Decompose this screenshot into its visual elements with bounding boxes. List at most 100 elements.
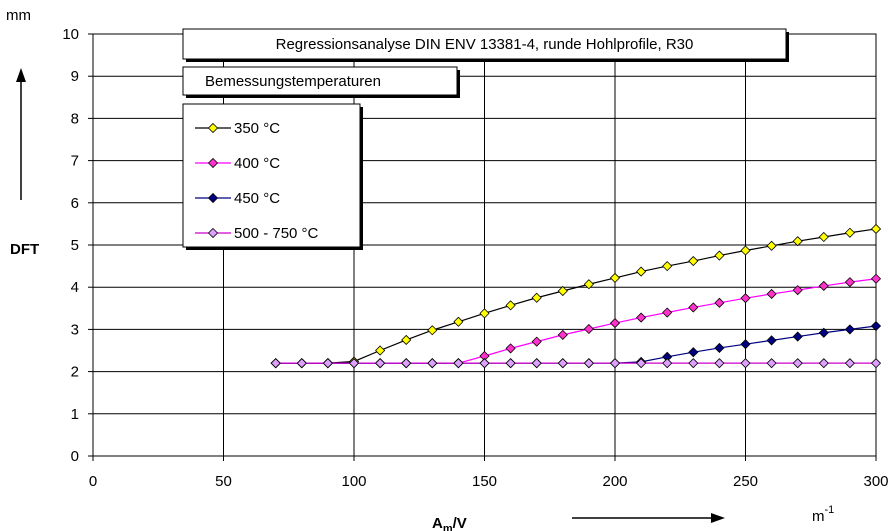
legend-label: 350 °C: [234, 120, 280, 137]
data-point: [792, 331, 803, 342]
x-tick-label: 250: [733, 473, 758, 490]
x-tick-label: 0: [89, 473, 97, 490]
legend-item: 350 °C: [195, 120, 280, 137]
series-line: [275, 228, 877, 364]
data-point: [766, 335, 777, 346]
legend-marker: [207, 122, 219, 134]
data-point: [609, 358, 621, 369]
y-tick-label: 6: [71, 195, 79, 212]
data-point: [818, 327, 829, 338]
x-axis-title-main: A: [432, 515, 443, 531]
y-axis-title: DFT: [10, 241, 39, 258]
data-point: [531, 358, 542, 369]
y-tick-label: 1: [71, 406, 79, 423]
data-point: [427, 325, 438, 336]
data-point: [844, 358, 855, 369]
data-point: [296, 358, 307, 369]
data-point: [818, 280, 829, 291]
data-point: [375, 345, 386, 356]
series-2: [270, 273, 882, 369]
x-axis-arrow: [572, 513, 725, 523]
legend-marker: [207, 192, 219, 204]
data-point: [505, 300, 516, 311]
data-point: [609, 318, 621, 329]
chart-subtitle: Bemessungstemperaturen: [205, 73, 381, 90]
data-point: [688, 347, 699, 358]
data-point: [662, 358, 673, 369]
data-point: [348, 358, 360, 369]
data-point: [870, 358, 882, 369]
data-point: [401, 334, 412, 346]
data-point: [505, 358, 516, 369]
data-point: [479, 358, 490, 369]
data-point: [766, 358, 777, 369]
data-point: [557, 358, 568, 369]
data-point: [844, 227, 855, 238]
data-point: [792, 358, 803, 369]
legend-item: 450 °C: [195, 190, 280, 207]
data-point: [818, 358, 829, 369]
data-point: [740, 245, 751, 256]
data-point: [453, 358, 464, 369]
y-tick-label: 3: [71, 321, 79, 338]
legend-item: 500 - 750 °C: [195, 225, 319, 242]
subtitle-box: Bemessungstemperaturen: [182, 66, 460, 98]
data-point: [375, 358, 386, 369]
data-point: [427, 358, 438, 369]
data-point: [714, 250, 725, 261]
data-point: [844, 277, 855, 288]
data-point: [688, 302, 699, 313]
data-point: [688, 255, 699, 267]
title-box: Regressionsanalyse DIN ENV 13381-4, rund…: [182, 28, 789, 62]
data-point: [531, 292, 542, 303]
y-tick-label: 9: [71, 68, 79, 85]
series-line: [275, 278, 877, 364]
legend-marker: [207, 227, 219, 239]
series-3: [270, 320, 882, 369]
data-point: [844, 324, 855, 335]
data-point: [636, 358, 647, 369]
chart-title: Regressionsanalyse DIN ENV 13381-4, rund…: [276, 36, 694, 53]
data-point: [714, 342, 725, 354]
y-tick-label: 10: [62, 26, 79, 43]
data-point: [766, 240, 777, 251]
data-point: [688, 358, 699, 369]
x-axis-title-suffix: /V: [453, 515, 467, 531]
data-point: [401, 358, 412, 369]
x-axis-unit: m-1: [812, 504, 834, 525]
data-point: [557, 285, 568, 297]
data-point: [583, 279, 594, 290]
y-tick-label: 5: [71, 237, 79, 254]
x-tick-label: 300: [863, 473, 888, 490]
x-tick-label: 50: [215, 473, 232, 490]
data-point: [870, 273, 882, 284]
data-point: [583, 358, 594, 369]
legend-label: 400 °C: [234, 155, 280, 172]
y-tick-label: 2: [71, 364, 79, 381]
data-point: [479, 308, 490, 319]
x-axis-unit-base: m: [812, 508, 825, 525]
data-point: [322, 358, 333, 369]
y-tick-label: 0: [71, 448, 79, 465]
data-point: [557, 329, 568, 340]
y-axis-unit: mm: [6, 7, 31, 24]
series-4: [270, 358, 882, 369]
legend-label: 450 °C: [234, 190, 280, 207]
series: [270, 223, 882, 369]
y-tick-label: 7: [71, 153, 79, 170]
data-point: [740, 339, 751, 350]
y-tick-label: 4: [71, 279, 79, 296]
data-point: [583, 323, 594, 335]
legend-label: 500 - 750 °C: [234, 225, 319, 242]
x-tick-label: 100: [341, 473, 366, 490]
data-point: [792, 285, 803, 296]
x-axis-title: Am/V: [432, 515, 467, 531]
data-point: [870, 223, 882, 235]
legend: 350 °C 400 °C 450 °C 500 - 750 °C: [182, 103, 363, 250]
y-axis-arrow: [16, 68, 26, 200]
data-point: [740, 358, 751, 369]
data-point: [531, 336, 542, 347]
x-axis-unit-exponent: -1: [825, 504, 835, 516]
data-point: [636, 312, 647, 323]
